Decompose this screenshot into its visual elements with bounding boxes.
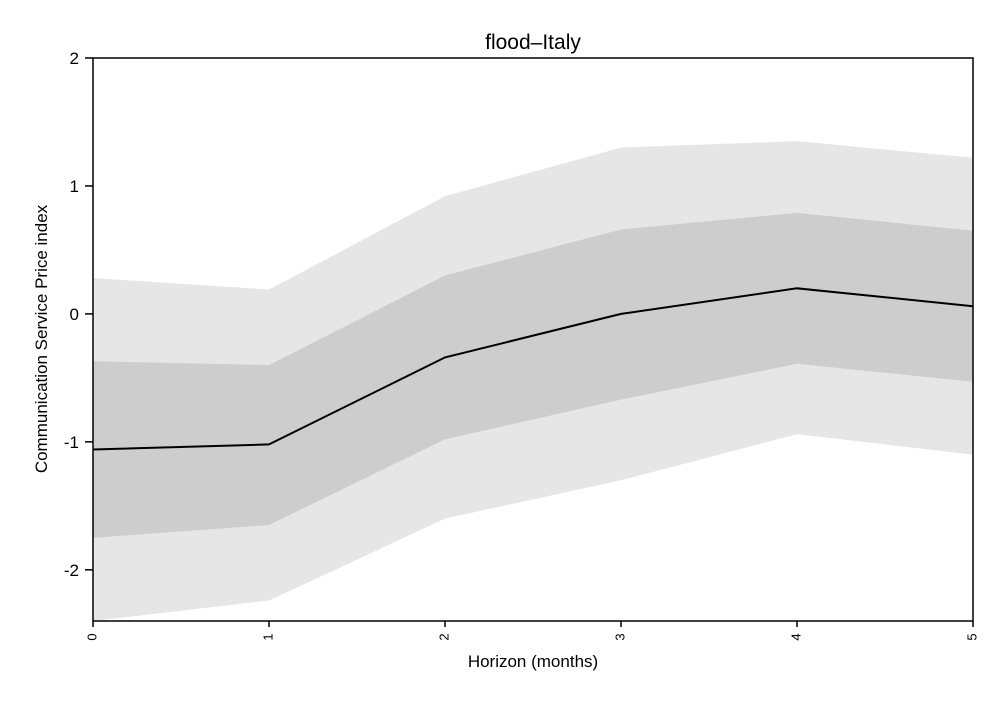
chart-title: flood–Italy — [485, 31, 581, 54]
y-tick-label-3: -1 — [64, 433, 79, 452]
y-axis-title: Communication Service Price index — [32, 204, 51, 473]
plot-frame — [92, 57, 974, 622]
y-tick-label-4: -2 — [64, 561, 79, 580]
x-tick-label-0: 0 — [84, 633, 99, 640]
x-tick-label-4: 4 — [788, 633, 803, 640]
y-tick-label-1: 1 — [70, 177, 79, 196]
series-lines — [92, 287, 974, 451]
y-tick-label-0: 2 — [70, 49, 79, 68]
x-tick-label-1: 1 — [260, 633, 275, 640]
x-tick-label-3: 3 — [612, 633, 627, 640]
y-tick-label-2: 0 — [70, 305, 79, 324]
x-tick-label-2: 2 — [436, 633, 451, 640]
y-axis: 2 1 0 -1 -2 — [64, 49, 93, 580]
estimate-line — [92, 287, 974, 451]
x-tick-label-5: 5 — [964, 633, 979, 640]
x-axis: 0 1 2 3 4 5 — [84, 621, 979, 641]
x-axis-title: Horizon (months) — [468, 652, 598, 671]
confidence-bands — [93, 141, 973, 621]
